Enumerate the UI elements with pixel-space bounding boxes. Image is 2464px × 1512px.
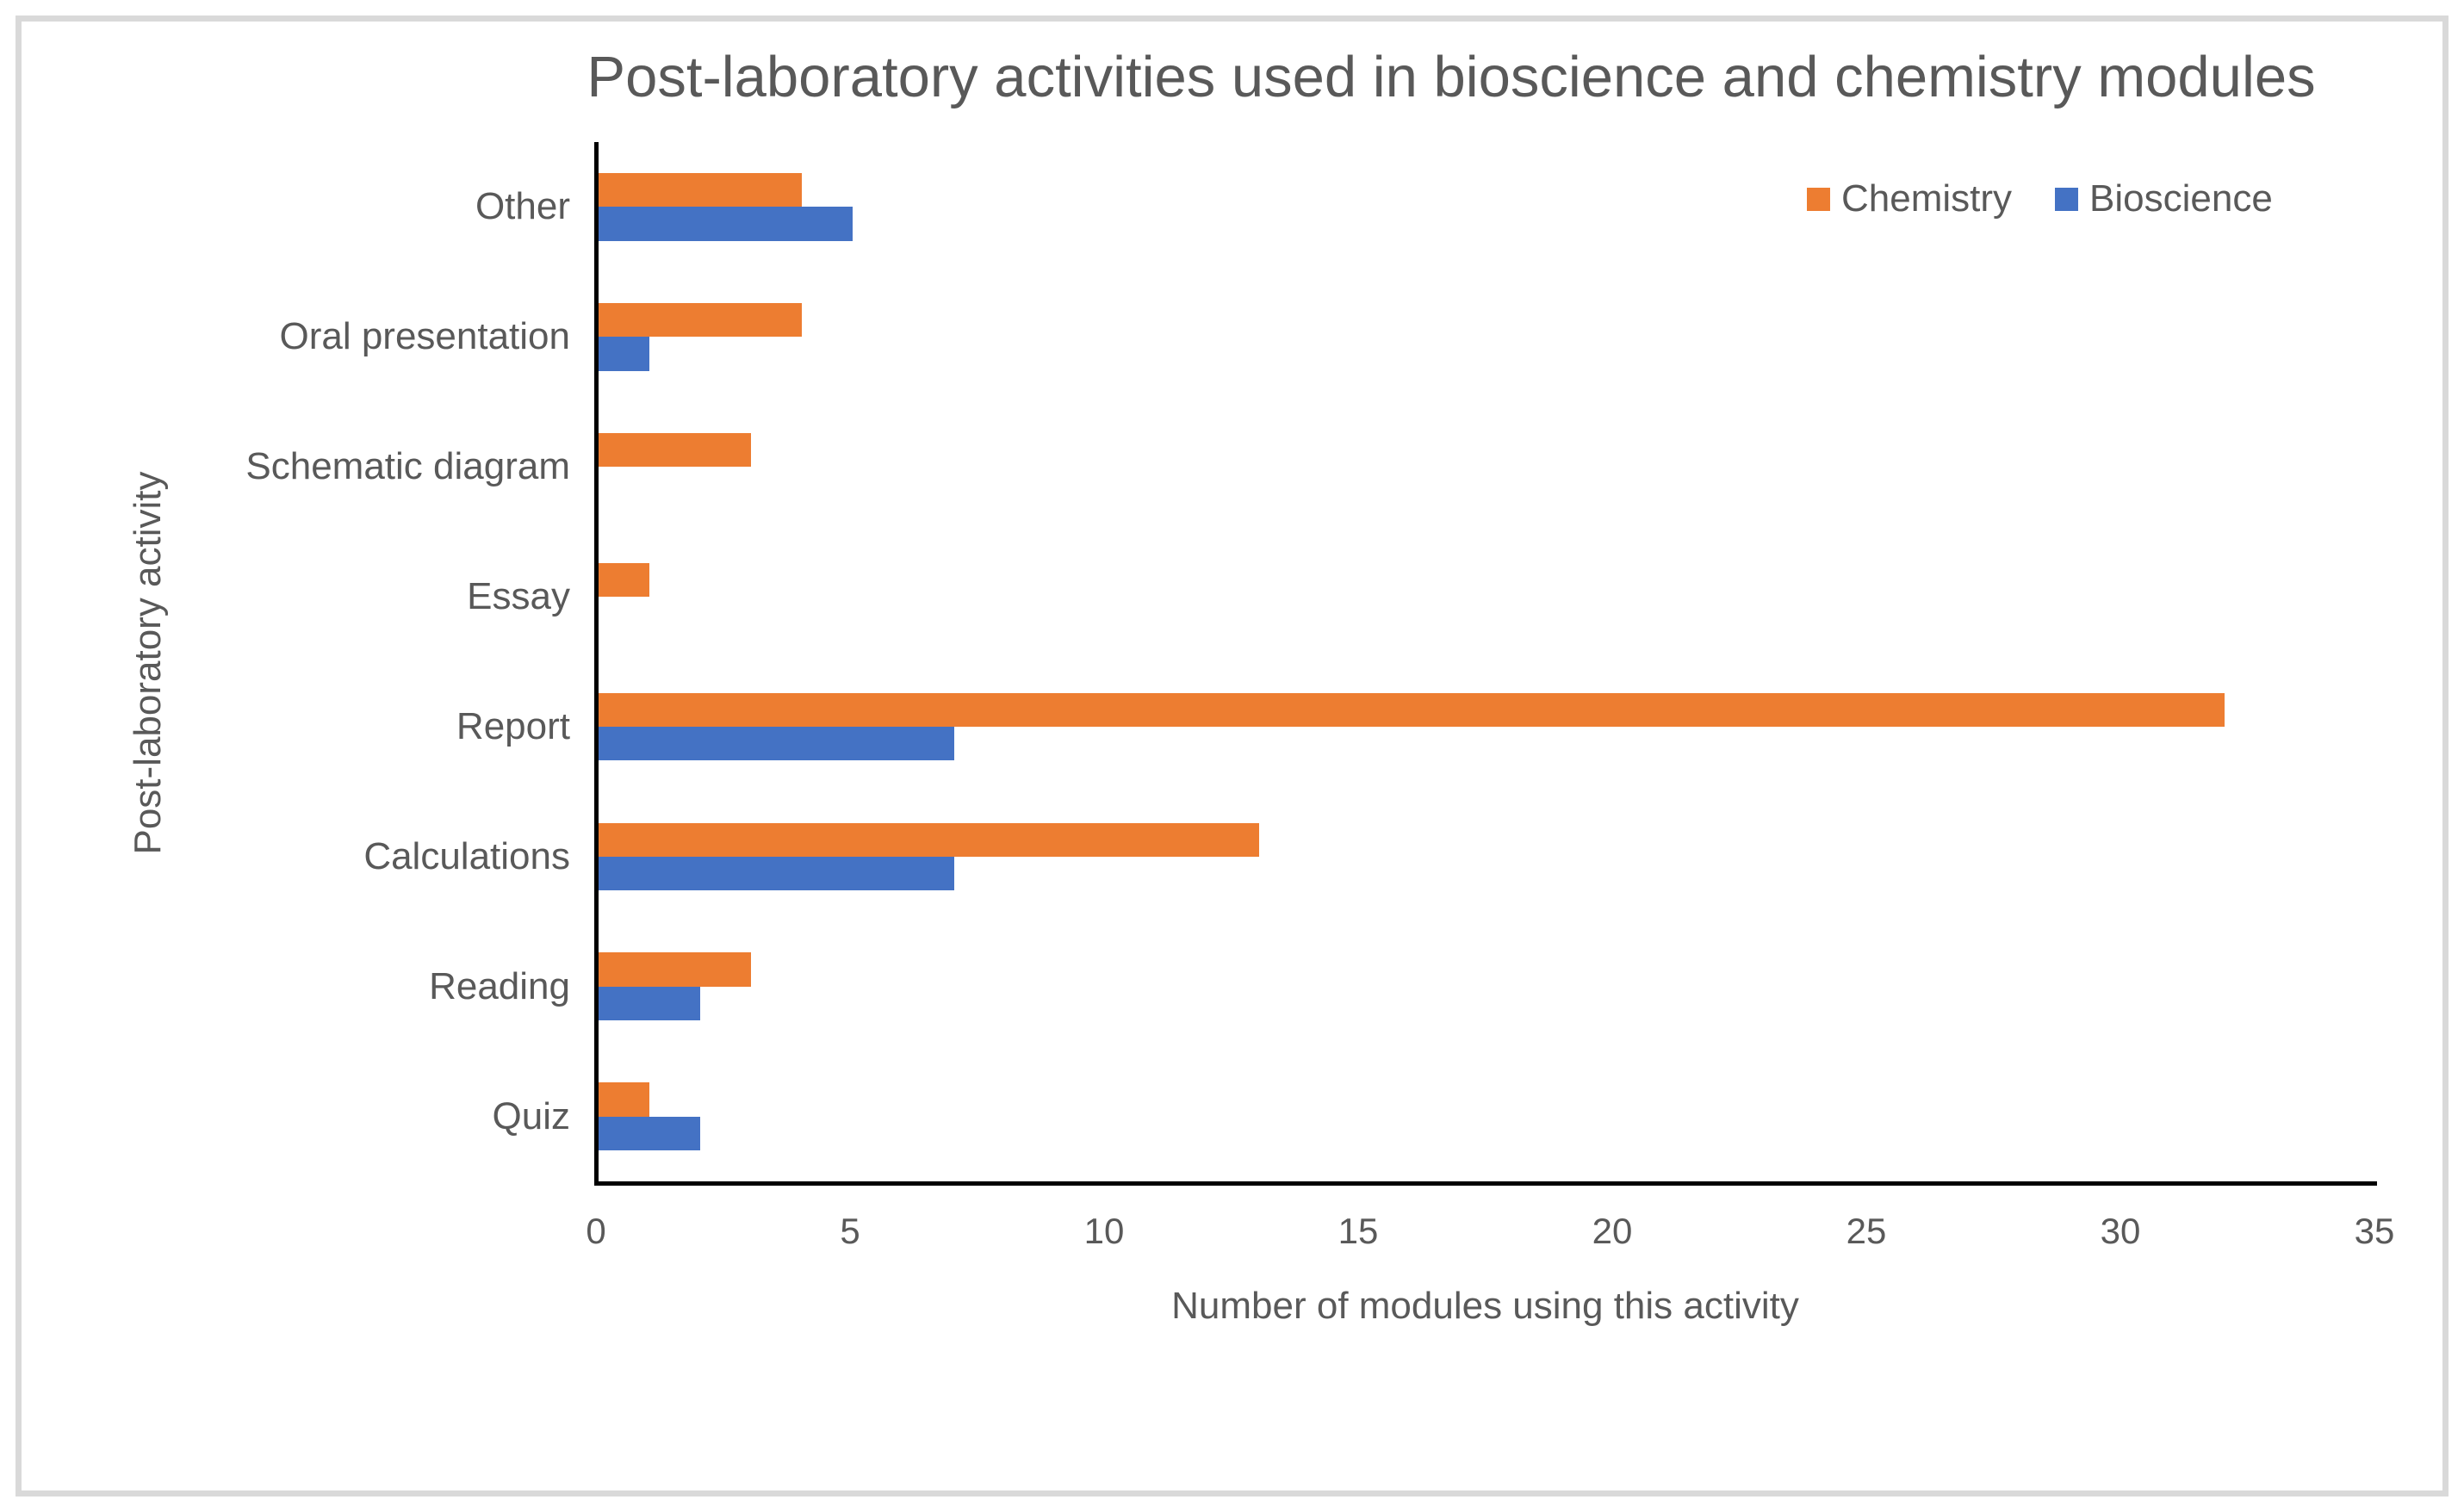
category-row-quiz xyxy=(599,1051,2377,1181)
bar-bioscience-quiz xyxy=(599,1116,700,1150)
legend-label-chemistry: Chemistry xyxy=(1841,177,2013,220)
category-row-schematic-diagram xyxy=(599,402,2377,532)
x-tick-label-15: 15 xyxy=(1338,1211,1379,1251)
category-row-reading xyxy=(599,921,2377,1051)
category-row-other xyxy=(599,142,2377,272)
legend-item-bioscience: Bioscience xyxy=(2055,177,2273,220)
x-tick-label-0: 0 xyxy=(586,1211,606,1251)
category-label-report: Report xyxy=(456,704,570,747)
category-label-other: Other xyxy=(475,185,570,228)
chemistry-swatch-icon xyxy=(1807,187,1830,211)
bar-chemistry-oral-presentation xyxy=(599,303,802,338)
category-row-calculations xyxy=(599,791,2377,921)
category-row-report xyxy=(599,662,2377,792)
bar-chemistry-other xyxy=(599,173,802,208)
x-axis-title: Number of modules using this activity xyxy=(1171,1285,1799,1327)
bar-bioscience-calculations xyxy=(599,856,954,891)
bar-chemistry-report xyxy=(599,692,2225,727)
bar-chemistry-quiz xyxy=(599,1082,649,1117)
chart-border xyxy=(16,15,2448,1497)
x-tick-label-25: 25 xyxy=(1846,1211,1887,1251)
category-row-oral-presentation xyxy=(599,272,2377,402)
legend: Chemistry Bioscience xyxy=(1807,177,2273,220)
category-label-schematic-diagram: Schematic diagram xyxy=(245,445,570,488)
category-row-essay xyxy=(599,532,2377,662)
bar-chemistry-calculations xyxy=(599,822,1259,857)
x-tick-label-35: 35 xyxy=(2354,1211,2395,1251)
category-label-essay: Essay xyxy=(467,575,570,618)
plot-area xyxy=(594,142,2377,1186)
bar-bioscience-report xyxy=(599,726,954,761)
x-tick-label-5: 5 xyxy=(840,1211,860,1251)
bar-bioscience-reading xyxy=(599,986,700,1020)
legend-item-chemistry: Chemistry xyxy=(1807,177,2012,220)
x-tick-label-30: 30 xyxy=(2100,1211,2141,1251)
chart-title: Post-laboratory activities used in biosc… xyxy=(587,45,2316,109)
category-label-calculations: Calculations xyxy=(363,834,570,877)
x-tick-label-10: 10 xyxy=(1083,1211,1125,1251)
bar-chemistry-reading xyxy=(599,952,751,987)
bar-bioscience-other xyxy=(599,207,853,241)
category-label-oral-presentation: Oral presentation xyxy=(279,315,570,358)
category-label-reading: Reading xyxy=(429,964,570,1007)
bar-chemistry-schematic-diagram xyxy=(599,432,751,468)
bioscience-swatch-icon xyxy=(2055,187,2079,211)
bar-chemistry-essay xyxy=(599,562,649,598)
bar-bioscience-oral-presentation xyxy=(599,337,649,371)
x-tick-label-20: 20 xyxy=(1592,1211,1633,1251)
legend-label-bioscience: Bioscience xyxy=(2089,177,2273,220)
category-label-quiz: Quiz xyxy=(492,1094,570,1137)
y-axis-title-text: Post-laboratory activity xyxy=(127,471,169,855)
